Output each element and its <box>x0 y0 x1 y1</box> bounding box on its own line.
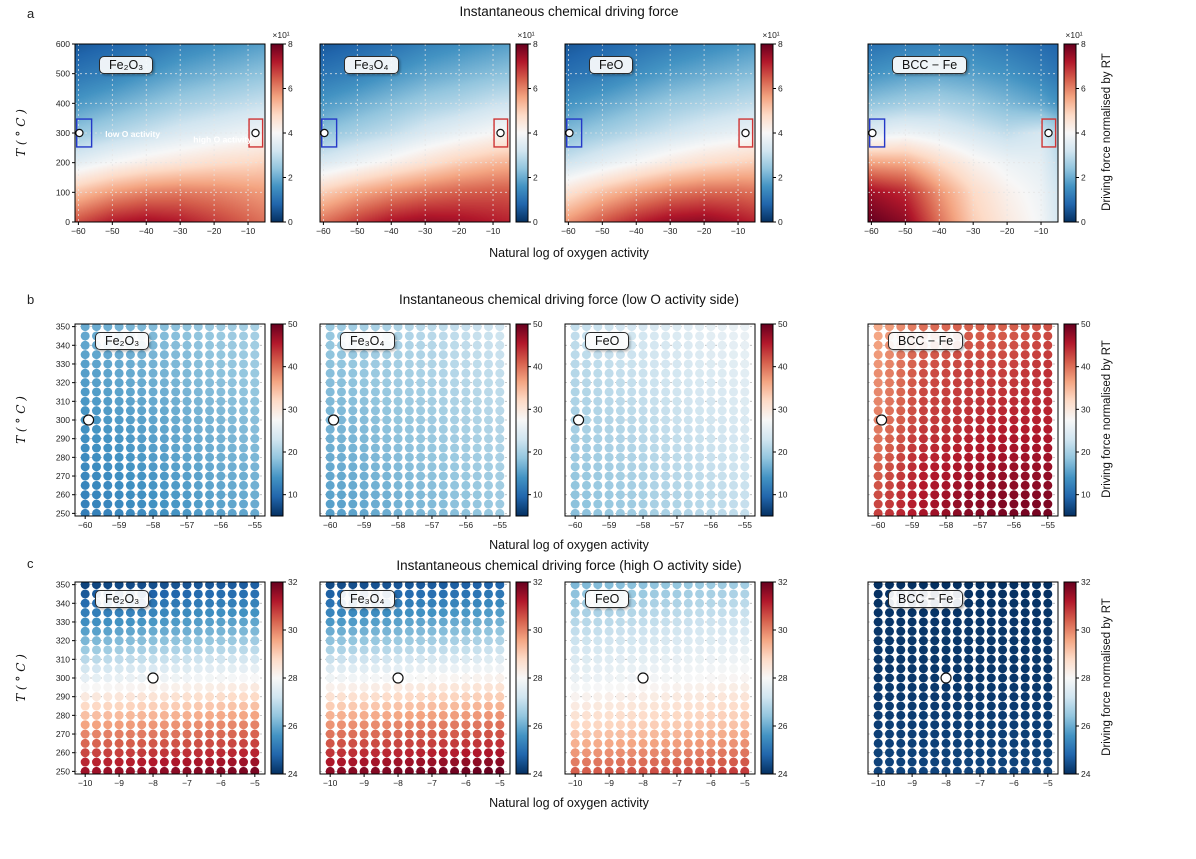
row-c-panels: Fe₂O₃ Fe₃O₄ FeO BCC − Fe <box>0 556 1196 859</box>
panel-b-1-plot-canvas <box>41 310 305 536</box>
row-a-colorbar-label: Driving force normalised by RT <box>1101 53 1113 211</box>
row-c-x-axis-label: Natural log of oxygen activity <box>489 796 649 810</box>
phase-label-c-3: FeO <box>585 590 630 608</box>
chart-row-b: b Instantaneous chemical driving force (… <box>0 286 1196 556</box>
panel-a-1-plot-canvas <box>41 28 305 242</box>
phase-label-c-1: Fe₂O₃ <box>95 590 150 608</box>
phase-label-b-3: FeO <box>585 332 630 350</box>
panel-c-1-plot-canvas <box>41 568 305 794</box>
phase-label-b-2: Fe₃O₄ <box>340 332 395 350</box>
phase-label-a-2: Fe₃O₄ <box>344 56 399 74</box>
row-b-x-axis-label: Natural log of oxygen activity <box>489 538 649 552</box>
row-b-panels: Fe₂O₃ Fe₃O₄ FeO BCC − Fe <box>0 286 1196 556</box>
row-b-title: Instantaneous chemical driving force (lo… <box>399 292 739 307</box>
chart-row-c: c Instantaneous chemical driving force (… <box>0 556 1196 859</box>
chart-row-a: a Instantaneous chemical driving force T… <box>0 0 1196 286</box>
phase-label-a-4: BCC − Fe <box>892 56 968 74</box>
phase-label-a-1: Fe₂O₃ <box>99 56 154 74</box>
phase-label-c-2: Fe₃O₄ <box>340 590 395 608</box>
panel-letter-c: c <box>27 556 34 571</box>
panel-letter-a: a <box>27 6 35 21</box>
row-a-title: Instantaneous chemical driving force <box>459 4 679 19</box>
phase-label-b-1: Fe₂O₃ <box>95 332 150 350</box>
phase-label-c-4: BCC − Fe <box>888 590 964 608</box>
phase-label-b-4: BCC − Fe <box>888 332 964 350</box>
row-a-panels: Fe₂O₃ Fe₃O₄ FeO BCC − Fe <box>0 0 1196 286</box>
phase-label-a-3: FeO <box>589 56 634 74</box>
row-c-colorbar-label: Driving force normalised by RT <box>1101 598 1113 756</box>
panel-letter-b: b <box>27 292 35 307</box>
row-a-x-axis-label: Natural log of oxygen activity <box>489 246 649 260</box>
row-b-colorbar-label: Driving force normalised by RT <box>1101 340 1113 498</box>
